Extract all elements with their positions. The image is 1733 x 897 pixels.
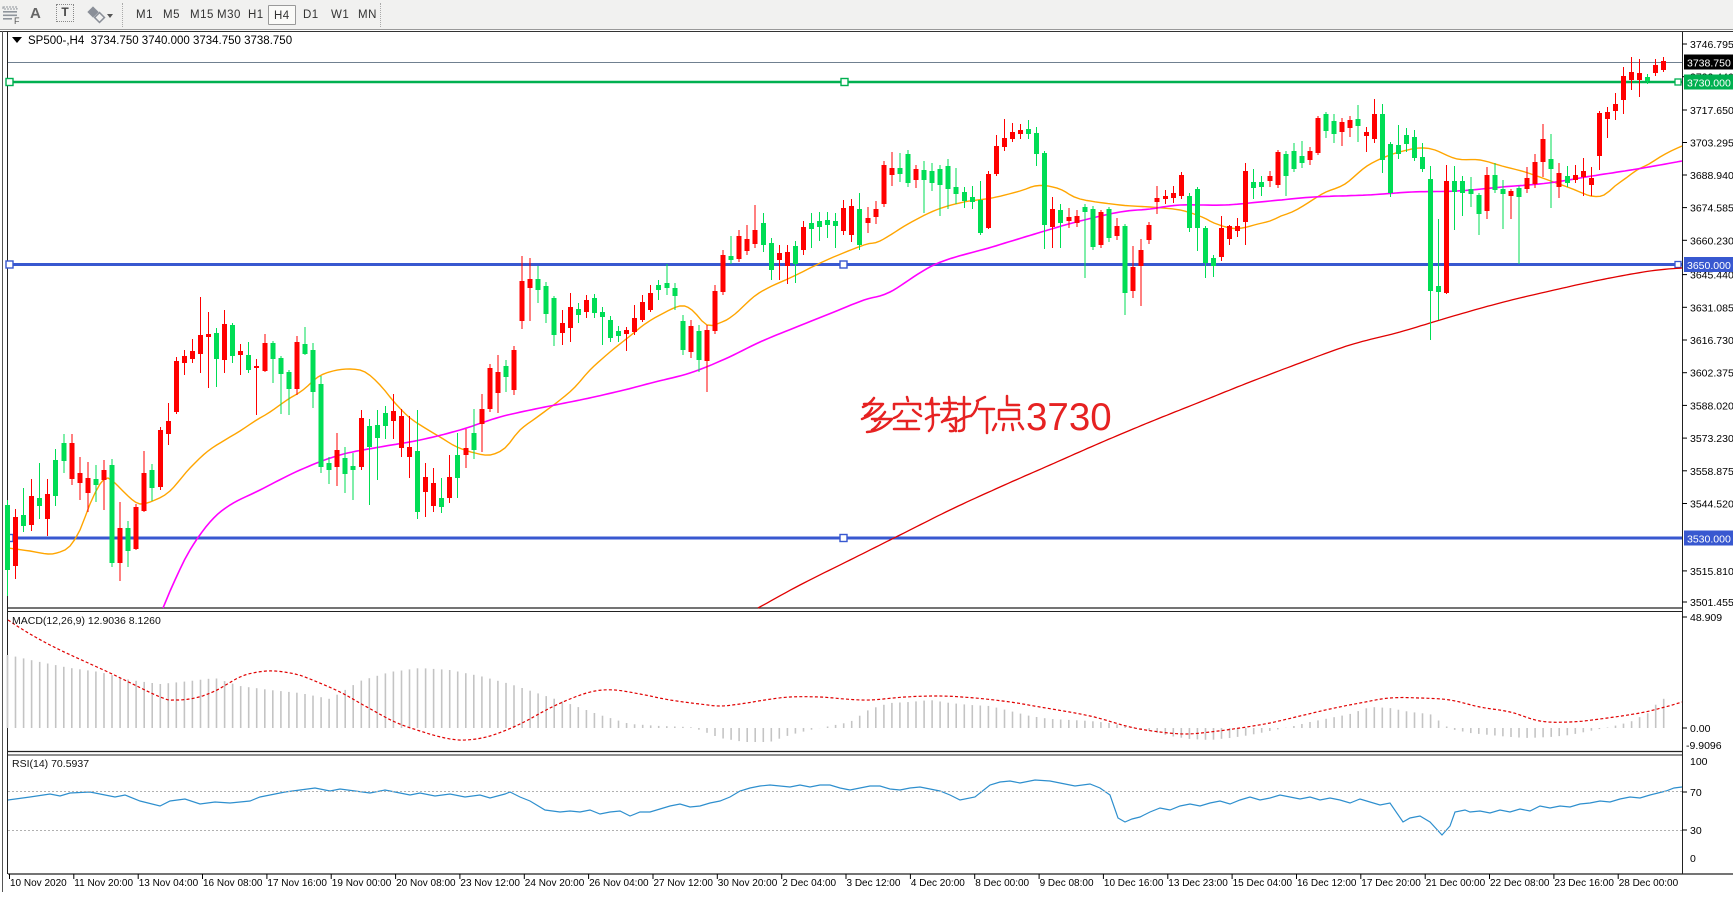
svg-text:3602.375: 3602.375: [1690, 368, 1733, 380]
svg-text:20 Nov 08:00: 20 Nov 08:00: [396, 878, 456, 889]
svg-text:3688.940: 3688.940: [1690, 170, 1733, 182]
svg-text:13 Nov 04:00: 13 Nov 04:00: [139, 878, 199, 889]
svg-text:3660.230: 3660.230: [1690, 235, 1733, 247]
svg-text:3515.810: 3515.810: [1690, 566, 1733, 578]
svg-text:3730: 3730: [1026, 396, 1112, 439]
svg-text:10 Dec 16:00: 10 Dec 16:00: [1104, 878, 1164, 889]
svg-text:100: 100: [1690, 756, 1708, 768]
svg-text:48.909: 48.909: [1690, 612, 1722, 624]
svg-text:3 Dec 12:00: 3 Dec 12:00: [847, 878, 901, 889]
svg-text:9 Dec 08:00: 9 Dec 08:00: [1040, 878, 1094, 889]
svg-text:F: F: [14, 16, 20, 26]
svg-text:3501.455: 3501.455: [1690, 597, 1733, 609]
svg-text:27 Nov 12:00: 27 Nov 12:00: [654, 878, 714, 889]
svg-text:3616.730: 3616.730: [1690, 335, 1733, 347]
svg-text:28 Dec 00:00: 28 Dec 00:00: [1619, 878, 1679, 889]
svg-text:70: 70: [1690, 787, 1702, 799]
svg-text:3558.875: 3558.875: [1690, 466, 1733, 478]
svg-text:15 Dec 04:00: 15 Dec 04:00: [1233, 878, 1293, 889]
svg-text:3738.750: 3738.750: [1687, 58, 1731, 70]
svg-text:3703.295: 3703.295: [1690, 138, 1733, 150]
svg-text:30 Nov 20:00: 30 Nov 20:00: [718, 878, 778, 889]
svg-text:3730.000: 3730.000: [1687, 78, 1731, 90]
svg-text:3530.000: 3530.000: [1687, 534, 1731, 546]
svg-text:10 Nov 2020: 10 Nov 2020: [10, 878, 67, 889]
svg-text:0: 0: [1690, 853, 1696, 865]
svg-text:3631.085: 3631.085: [1690, 302, 1733, 314]
svg-text:23 Nov 12:00: 23 Nov 12:00: [460, 878, 520, 889]
svg-text:4 Dec 20:00: 4 Dec 20:00: [911, 878, 965, 889]
svg-text:13 Dec 23:00: 13 Dec 23:00: [1168, 878, 1228, 889]
svg-text:3573.230: 3573.230: [1690, 433, 1733, 445]
svg-text:11 Nov 20:00: 11 Nov 20:00: [74, 878, 133, 889]
svg-text:0.00: 0.00: [1690, 723, 1711, 735]
svg-text:3717.650: 3717.650: [1690, 105, 1733, 117]
svg-text:2 Dec 04:00: 2 Dec 04:00: [782, 878, 836, 889]
svg-text:26 Nov 04:00: 26 Nov 04:00: [589, 878, 649, 889]
svg-text:3544.520: 3544.520: [1690, 499, 1733, 511]
svg-text:24 Nov 20:00: 24 Nov 20:00: [525, 878, 585, 889]
svg-text:21 Dec 00:00: 21 Dec 00:00: [1426, 878, 1486, 889]
svg-text:30: 30: [1690, 825, 1702, 837]
svg-text:17 Dec 20:00: 17 Dec 20:00: [1361, 878, 1421, 889]
svg-text:3650.000: 3650.000: [1687, 260, 1731, 272]
svg-text:RSI(14) 70.5937: RSI(14) 70.5937: [12, 758, 89, 770]
svg-text:-9.9096: -9.9096: [1686, 740, 1722, 752]
svg-text:3746.795: 3746.795: [1690, 39, 1733, 51]
svg-text:23 Dec 16:00: 23 Dec 16:00: [1554, 878, 1614, 889]
svg-text:3645.440: 3645.440: [1690, 270, 1733, 282]
svg-text:22 Dec 08:00: 22 Dec 08:00: [1490, 878, 1550, 889]
svg-text:8 Dec 00:00: 8 Dec 00:00: [975, 878, 1029, 889]
svg-text:SP500-,H4 3734.750 3740.000 3: SP500-,H4 3734.750 3740.000 3734.750 373…: [28, 35, 292, 47]
svg-text:3674.585: 3674.585: [1690, 203, 1733, 215]
svg-text:3588.020: 3588.020: [1690, 400, 1733, 412]
svg-text:16 Nov 08:00: 16 Nov 08:00: [203, 878, 263, 889]
svg-text:19 Nov 00:00: 19 Nov 00:00: [332, 878, 392, 889]
svg-text:MACD(12,26,9) 12.9036 8.1260: MACD(12,26,9) 12.9036 8.1260: [12, 615, 161, 627]
svg-text:16 Dec 12:00: 16 Dec 12:00: [1297, 878, 1357, 889]
svg-text:17 Nov 16:00: 17 Nov 16:00: [267, 878, 327, 889]
